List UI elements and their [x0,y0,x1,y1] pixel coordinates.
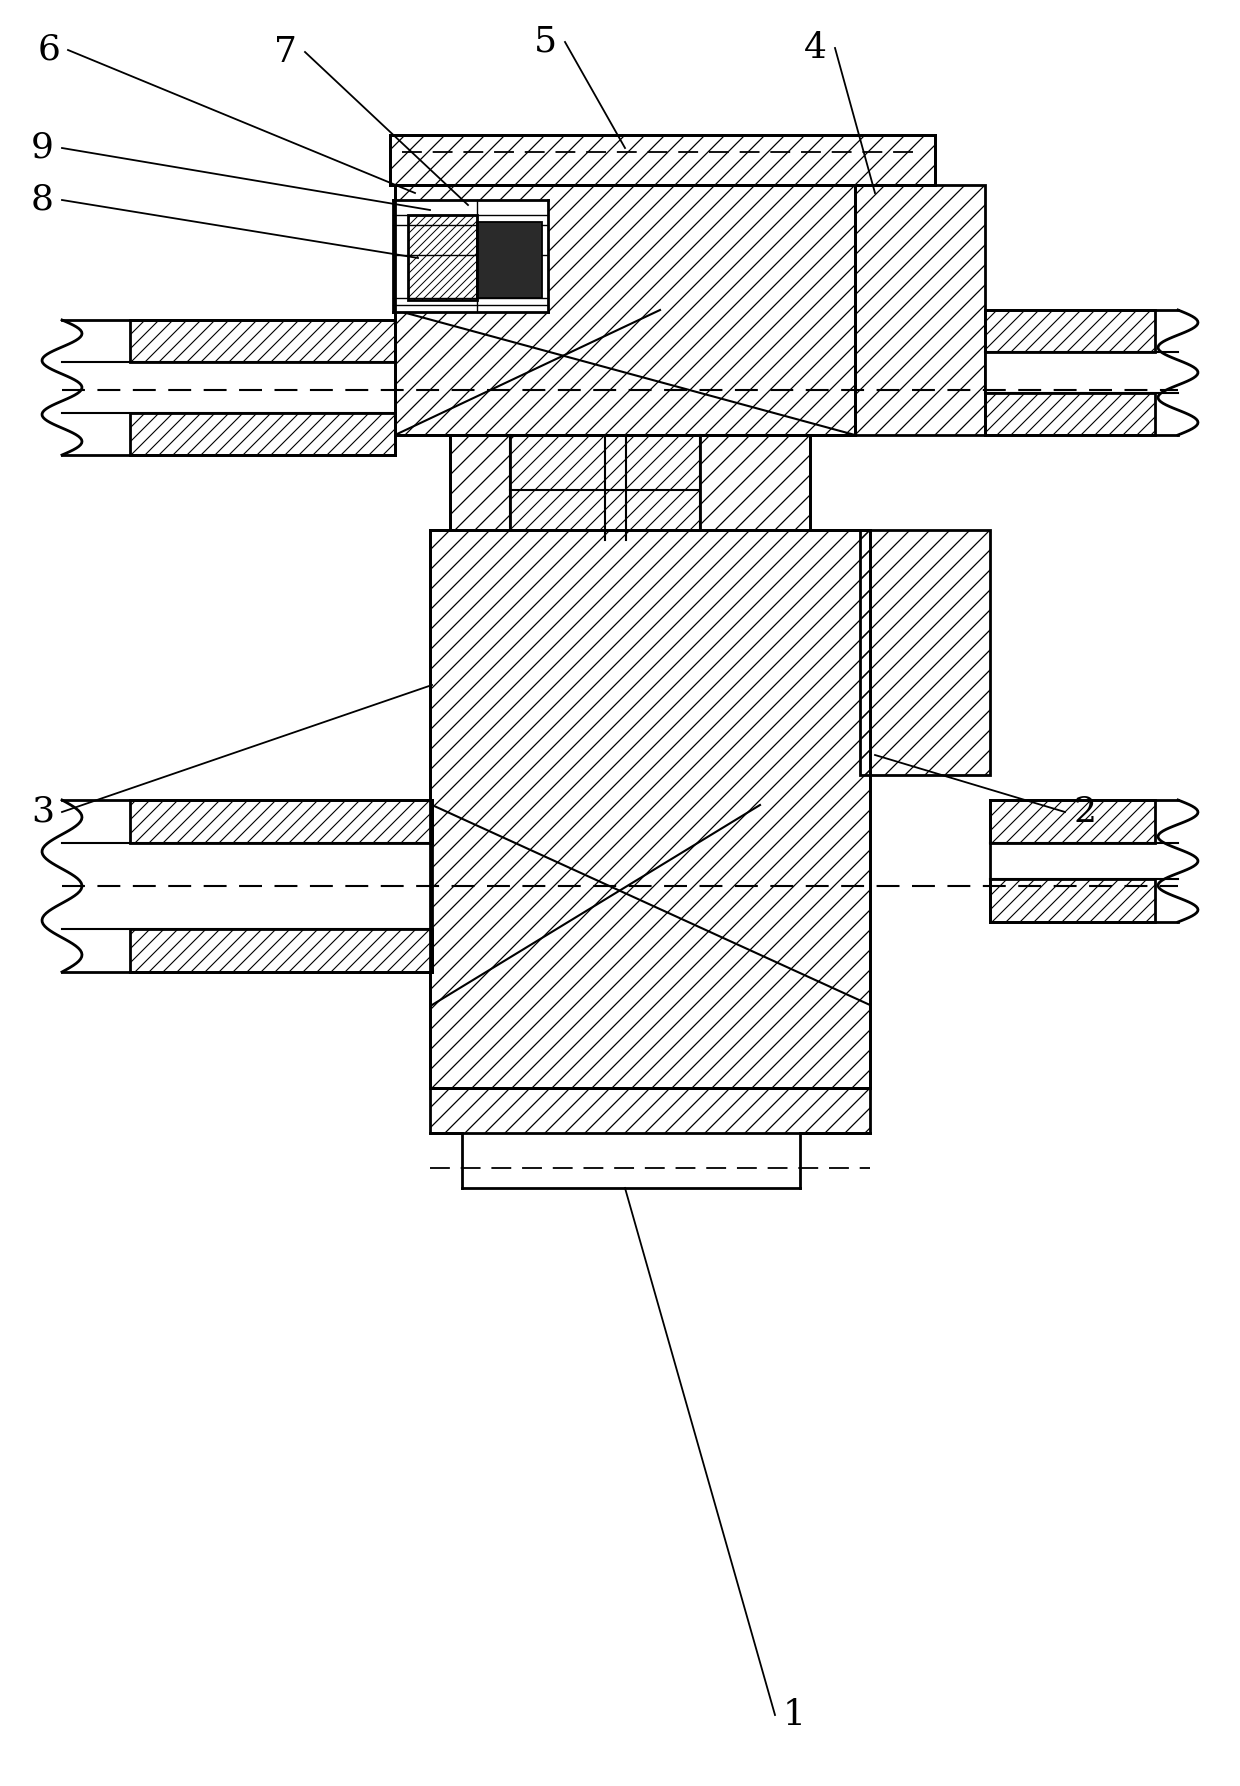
Text: 2: 2 [1073,795,1096,829]
Polygon shape [856,186,985,436]
Polygon shape [130,929,432,972]
Polygon shape [430,530,870,1088]
Polygon shape [130,800,432,843]
Polygon shape [510,436,701,530]
Polygon shape [130,320,396,363]
Text: 7: 7 [274,36,298,70]
Text: 9: 9 [31,130,55,164]
Polygon shape [450,436,810,530]
Polygon shape [985,311,1154,352]
Polygon shape [430,1088,870,1132]
Polygon shape [393,200,548,313]
Polygon shape [391,136,935,186]
Polygon shape [990,800,1154,843]
Polygon shape [62,320,396,455]
Text: 3: 3 [31,795,55,829]
Text: 8: 8 [31,182,55,218]
Polygon shape [396,186,856,436]
Polygon shape [408,214,477,300]
Text: 6: 6 [37,32,60,68]
Polygon shape [477,221,542,298]
Polygon shape [985,311,1178,436]
Text: 5: 5 [534,25,557,59]
Polygon shape [130,413,396,455]
Polygon shape [990,800,1178,922]
Polygon shape [990,879,1154,922]
Polygon shape [861,530,990,775]
Polygon shape [985,393,1154,436]
Polygon shape [62,800,432,972]
Text: 4: 4 [804,30,827,64]
Text: 1: 1 [782,1698,806,1732]
